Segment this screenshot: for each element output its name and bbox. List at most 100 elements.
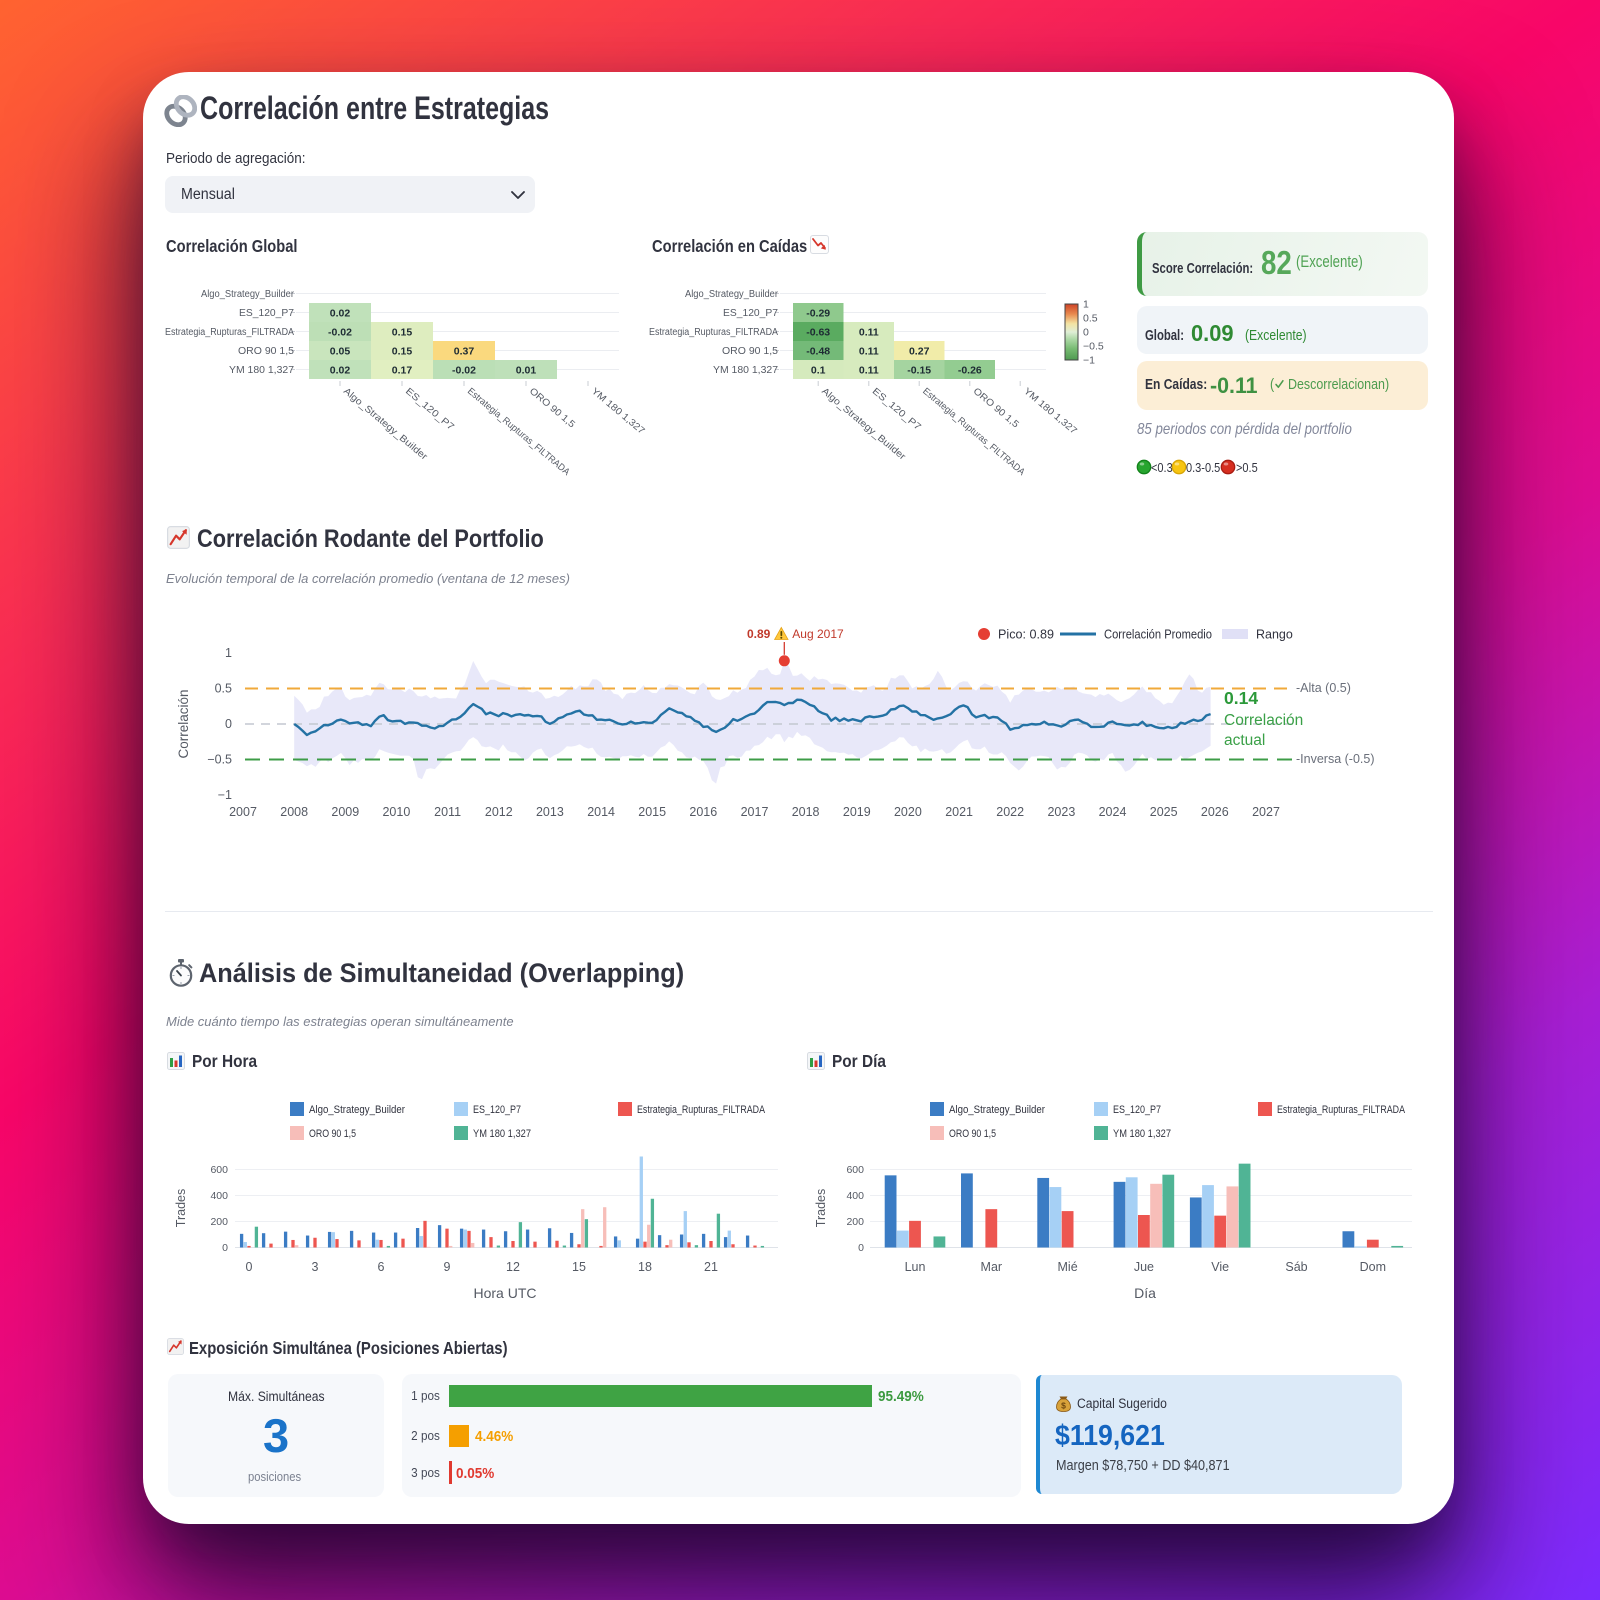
svg-text:ORO 90 1,5: ORO 90 1,5 — [722, 346, 778, 357]
svg-text:YM 180 1,327: YM 180 1,327 — [1021, 386, 1079, 437]
svg-text:YM 180 1,327: YM 180 1,327 — [229, 365, 294, 376]
svg-text:0.15: 0.15 — [392, 346, 413, 358]
svg-text:Dom: Dom — [1360, 1260, 1386, 1274]
svg-text:600: 600 — [846, 1164, 864, 1176]
svg-text:YM 180 1,327: YM 180 1,327 — [589, 386, 647, 437]
svg-text:Día: Día — [1134, 1285, 1156, 1301]
svg-text:Lun: Lun — [905, 1260, 926, 1274]
svg-text:ES_120_P7: ES_120_P7 — [870, 386, 923, 433]
svg-text:-0.63: -0.63 — [806, 327, 830, 339]
svg-text:ES_120_P7: ES_120_P7 — [1113, 1104, 1161, 1116]
svg-text:0.27: 0.27 — [909, 346, 930, 358]
svg-text:Estrategia_Rupturas_FILTRADA: Estrategia_Rupturas_FILTRADA — [465, 386, 572, 478]
svg-text:12: 12 — [506, 1260, 520, 1274]
svg-text:Algo_Strategy_Builder: Algo_Strategy_Builder — [309, 1104, 405, 1116]
svg-text:ES_120_P7: ES_120_P7 — [473, 1104, 521, 1116]
svg-text:2018: 2018 — [792, 805, 820, 819]
svg-text:ES_120_P7: ES_120_P7 — [723, 308, 778, 319]
svg-text:18: 18 — [638, 1260, 652, 1274]
svg-text:-0.15: -0.15 — [907, 365, 931, 377]
svg-text:Trades: Trades — [814, 1189, 828, 1227]
svg-text:2025: 2025 — [1150, 805, 1178, 819]
svg-text:actual: actual — [1224, 732, 1265, 749]
svg-text:0.89: 0.89 — [747, 627, 771, 641]
svg-text:-0.48: -0.48 — [806, 346, 830, 358]
svg-text:0.02: 0.02 — [330, 308, 351, 320]
svg-text:0.02: 0.02 — [330, 365, 351, 377]
svg-text:2014: 2014 — [587, 805, 615, 819]
svg-text:Vie: Vie — [1211, 1260, 1229, 1274]
svg-text:Pico: 0.89: Pico: 0.89 — [998, 628, 1054, 642]
svg-text:0.37: 0.37 — [454, 346, 475, 358]
svg-text:2008: 2008 — [280, 805, 308, 819]
svg-text:−1: −1 — [218, 788, 232, 802]
svg-text:21: 21 — [704, 1260, 718, 1274]
svg-text:ORO 90 1,5: ORO 90 1,5 — [971, 386, 1021, 430]
svg-text:Estrategia_Rupturas_FILTRADA: Estrategia_Rupturas_FILTRADA — [920, 386, 1027, 478]
svg-text:-0.26: -0.26 — [958, 365, 982, 377]
svg-text:0: 0 — [222, 1242, 228, 1254]
svg-text:2022: 2022 — [996, 805, 1024, 819]
svg-text:Correlación: Correlación — [1224, 712, 1303, 729]
svg-text:Algo_Strategy_Builder: Algo_Strategy_Builder — [819, 386, 907, 463]
svg-text:Jue: Jue — [1134, 1260, 1154, 1274]
svg-text:0.11: 0.11 — [859, 327, 879, 339]
svg-text:9: 9 — [444, 1260, 451, 1274]
svg-text:−0.5: −0.5 — [207, 753, 232, 767]
svg-text:2023: 2023 — [1047, 805, 1075, 819]
svg-text:ORO 90 1,5: ORO 90 1,5 — [309, 1128, 356, 1140]
svg-text:Algo_Strategy_Builder: Algo_Strategy_Builder — [685, 289, 779, 300]
svg-text:-Alta (0.5): -Alta (0.5) — [1296, 681, 1351, 695]
svg-text:-Inversa (-0.5): -Inversa (-0.5) — [1296, 752, 1375, 766]
svg-text:2010: 2010 — [382, 805, 410, 819]
svg-text:0.05: 0.05 — [330, 346, 351, 358]
svg-text:0: 0 — [1083, 327, 1089, 339]
svg-text:200: 200 — [210, 1216, 228, 1228]
svg-text:Sáb: Sáb — [1285, 1260, 1307, 1274]
svg-text:Rango: Rango — [1256, 628, 1293, 642]
svg-text:2017: 2017 — [741, 805, 769, 819]
svg-text:Mié: Mié — [1058, 1260, 1078, 1274]
svg-text:400: 400 — [210, 1190, 228, 1202]
svg-text:2009: 2009 — [331, 805, 359, 819]
svg-text:$: $ — [1061, 1401, 1066, 1411]
svg-text:2015: 2015 — [638, 805, 666, 819]
svg-text:0.01: 0.01 — [516, 365, 537, 377]
svg-text:0.11: 0.11 — [859, 346, 879, 358]
svg-text:ORO 90 1,5: ORO 90 1,5 — [949, 1128, 996, 1140]
svg-text:−0.5: −0.5 — [1083, 341, 1104, 353]
svg-text:Algo_Strategy_Builder: Algo_Strategy_Builder — [201, 289, 295, 300]
svg-text:2021: 2021 — [945, 805, 973, 819]
svg-text:Algo_Strategy_Builder: Algo_Strategy_Builder — [949, 1104, 1045, 1116]
svg-text:0.5: 0.5 — [1083, 313, 1098, 325]
svg-text:2016: 2016 — [689, 805, 717, 819]
svg-text:Estrategia_Rupturas_FILTRADA: Estrategia_Rupturas_FILTRADA — [637, 1104, 766, 1116]
svg-text:YM 180 1,327: YM 180 1,327 — [473, 1128, 531, 1140]
svg-text:2024: 2024 — [1099, 805, 1127, 819]
svg-text:-0.02: -0.02 — [452, 365, 476, 377]
svg-text:15: 15 — [572, 1260, 586, 1274]
svg-text:-0.02: -0.02 — [328, 327, 352, 339]
svg-text:YM 180 1,327: YM 180 1,327 — [713, 365, 778, 376]
svg-text:Correlación: Correlación — [176, 689, 191, 758]
svg-text:1: 1 — [225, 646, 232, 660]
svg-text:0: 0 — [225, 717, 232, 731]
svg-text:2012: 2012 — [485, 805, 513, 819]
svg-text:2007: 2007 — [229, 805, 257, 819]
svg-text:ORO 90 1,5: ORO 90 1,5 — [238, 346, 294, 357]
svg-text:Hora UTC: Hora UTC — [473, 1285, 536, 1301]
svg-text:2013: 2013 — [536, 805, 564, 819]
svg-text:0.17: 0.17 — [392, 365, 413, 377]
svg-text:Correlación Promedio: Correlación Promedio — [1104, 628, 1212, 642]
svg-text:Aug 2017: Aug 2017 — [792, 627, 844, 641]
svg-text:2020: 2020 — [894, 805, 922, 819]
svg-text:-0.29: -0.29 — [806, 308, 830, 320]
svg-text:2011: 2011 — [434, 805, 461, 819]
svg-text:Mar: Mar — [981, 1260, 1003, 1274]
svg-text:6: 6 — [378, 1260, 385, 1274]
svg-text:600: 600 — [210, 1164, 228, 1176]
svg-text:ES_120_P7: ES_120_P7 — [403, 386, 456, 433]
svg-text:200: 200 — [846, 1216, 864, 1228]
svg-text:0.14: 0.14 — [1224, 688, 1258, 708]
svg-text:2027: 2027 — [1252, 805, 1280, 819]
